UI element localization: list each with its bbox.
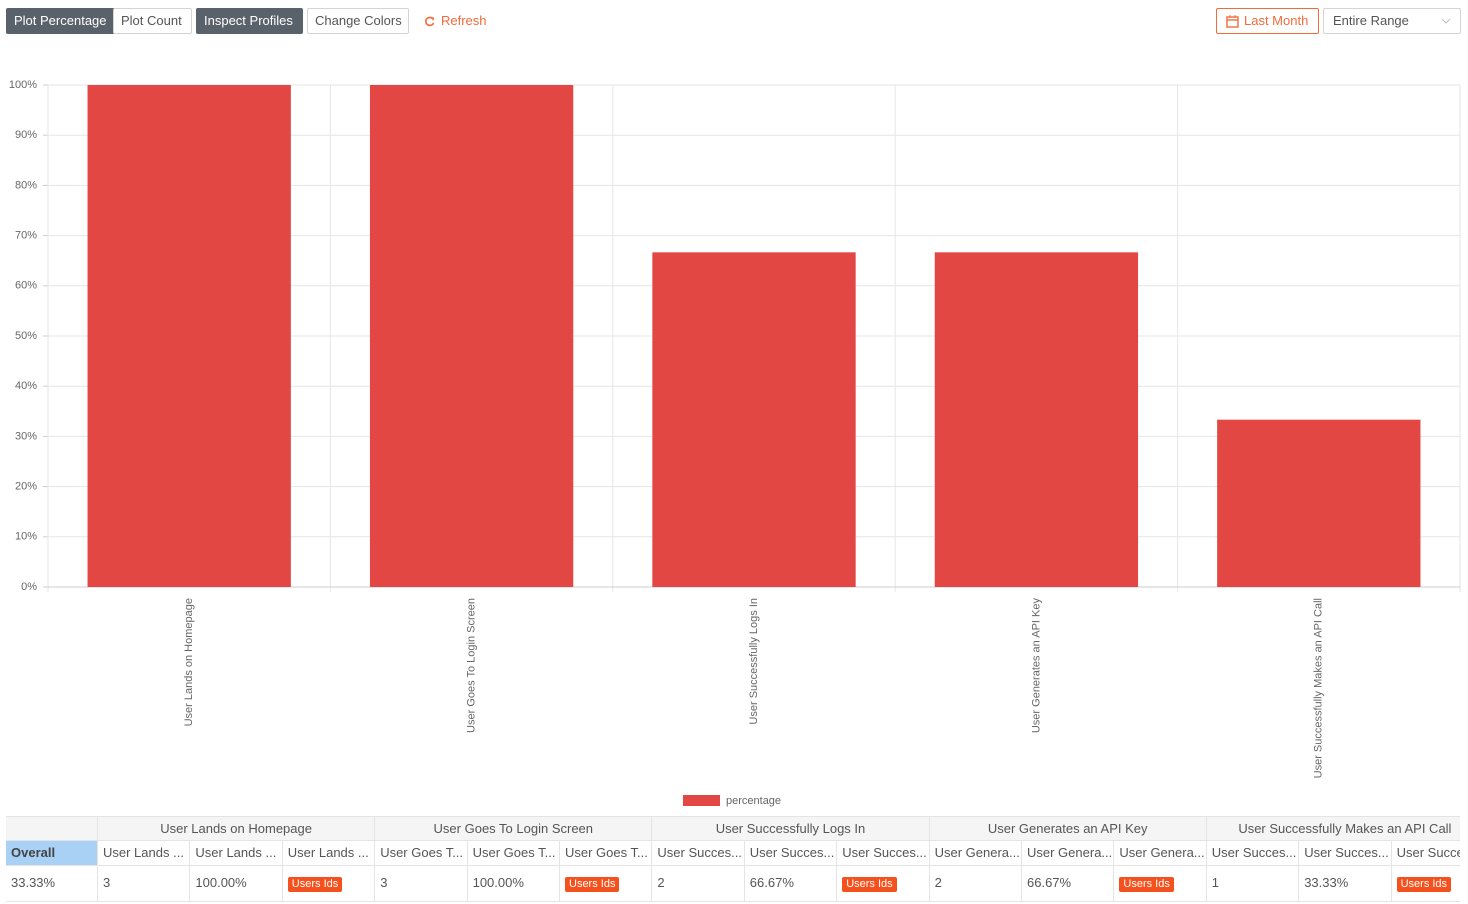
table-cell: 100.00%: [467, 866, 560, 902]
column-header: User Succes...: [1299, 841, 1392, 866]
y-tick-label: 50%: [15, 330, 37, 342]
y-tick-label: 100%: [9, 79, 37, 91]
bar: [1217, 419, 1421, 587]
bar: [934, 252, 1139, 588]
table-cell: 2: [929, 866, 1022, 902]
y-tick-label: 80%: [15, 179, 37, 191]
group-header: User Lands on Homepage: [98, 816, 376, 841]
button-cell: Users Ids: [837, 866, 930, 902]
refresh-button[interactable]: Refresh: [416, 8, 495, 34]
button-cell: Users Ids: [282, 866, 376, 902]
users-ids-button[interactable]: Users Ids: [287, 877, 343, 892]
inspect-profiles-button[interactable]: Inspect Profiles: [196, 8, 303, 34]
change-colors-button[interactable]: Change Colors: [307, 8, 409, 34]
column-header: User Succes...: [652, 841, 745, 866]
y-tick-label: 10%: [15, 531, 37, 543]
refresh-icon: [425, 16, 435, 27]
select-caret: [1441, 18, 1451, 24]
x-tick-label: User Successfully Logs In: [748, 598, 760, 725]
column-header: User Genera...: [1114, 841, 1207, 866]
y-tick-label: 30%: [15, 430, 37, 442]
bar: [87, 85, 291, 587]
range-select-label: Entire Range: [1333, 13, 1409, 28]
column-header: User Lands ...: [282, 841, 376, 866]
column-header: User Lands ...: [190, 841, 283, 866]
column-header: User Genera...: [1022, 841, 1115, 866]
legend-label: percentage: [726, 795, 781, 807]
table-cell: 3: [375, 866, 468, 902]
range-select[interactable]: Entire Range: [1323, 8, 1461, 34]
plot-count-button[interactable]: Plot Count: [113, 8, 192, 34]
row-header: Overall: [6, 841, 98, 866]
x-tick-label: User Generates an API Key: [1030, 598, 1042, 734]
button-cell: Users Ids: [560, 866, 653, 902]
x-tick-label: User Goes To Login Screen: [466, 598, 478, 733]
chart: 0% 10% 20% 30% 40% 50% 60% 70% 80% 90% 100% User La…: [9, 79, 1461, 807]
table-cell: 66.67%: [1022, 866, 1115, 902]
button-cell: Users Ids: [1114, 866, 1207, 902]
y-tick-label: 60%: [15, 280, 37, 292]
y-tick-label: 20%: [15, 481, 37, 493]
last-month-button[interactable]: Last Month: [1216, 8, 1319, 34]
x-tick-label: User Lands on Homepage: [183, 598, 195, 726]
column-header: User Succes...: [837, 841, 930, 866]
legend-swatch: [683, 795, 720, 806]
column-header: User Succe: [1391, 841, 1460, 866]
calendar-icon: [1226, 15, 1239, 28]
users-ids-button[interactable]: Users Ids: [1119, 877, 1174, 892]
y-tick-label: 0%: [21, 581, 37, 593]
group-header: User Goes To Login Screen: [375, 816, 653, 841]
column-header: User Goes T...: [375, 841, 468, 866]
column-header: User Succes...: [1206, 841, 1300, 866]
table-cell: 3: [98, 866, 191, 902]
button-cell: Users Ids: [1391, 866, 1460, 902]
y-tick-label: 70%: [15, 230, 37, 242]
column-header: User Lands ...: [98, 841, 191, 866]
column-header: User Goes T...: [560, 841, 653, 866]
users-ids-button[interactable]: Users Ids: [1396, 877, 1452, 892]
last-month-label: Last Month: [1244, 13, 1309, 28]
bar: [369, 85, 574, 587]
x-tick-label: User Successfully Makes an API Call: [1313, 598, 1325, 778]
users-ids-button[interactable]: Users Ids: [565, 877, 620, 892]
table-cell: 1: [1206, 866, 1300, 902]
column-header: User Goes T...: [467, 841, 560, 866]
table-cell: 2: [652, 866, 745, 902]
group-header: User Successfully Makes an API Call: [1206, 816, 1460, 841]
users-ids-button[interactable]: Users Ids: [842, 877, 897, 892]
data-table: User Lands on Homepage User Goes To Login…: [6, 816, 1460, 902]
table-cell: 33.33%: [6, 866, 98, 902]
y-tick-label: 40%: [15, 380, 37, 392]
bar: [652, 252, 856, 588]
table-cell: 66.67%: [744, 866, 838, 902]
y-tick-label: 90%: [15, 129, 37, 141]
table-cell: 33.33%: [1299, 866, 1392, 902]
group-header: User Successfully Logs In: [652, 816, 930, 841]
plot-percentage-button[interactable]: Plot Percentage: [6, 8, 114, 34]
column-header: User Genera...: [929, 841, 1022, 866]
group-header: User Generates an API Key: [929, 816, 1207, 841]
corner-cell: [6, 816, 98, 841]
column-header: User Succes...: [744, 841, 838, 866]
refresh-label: Refresh: [441, 13, 487, 28]
table-cell: 100.00%: [190, 866, 283, 902]
